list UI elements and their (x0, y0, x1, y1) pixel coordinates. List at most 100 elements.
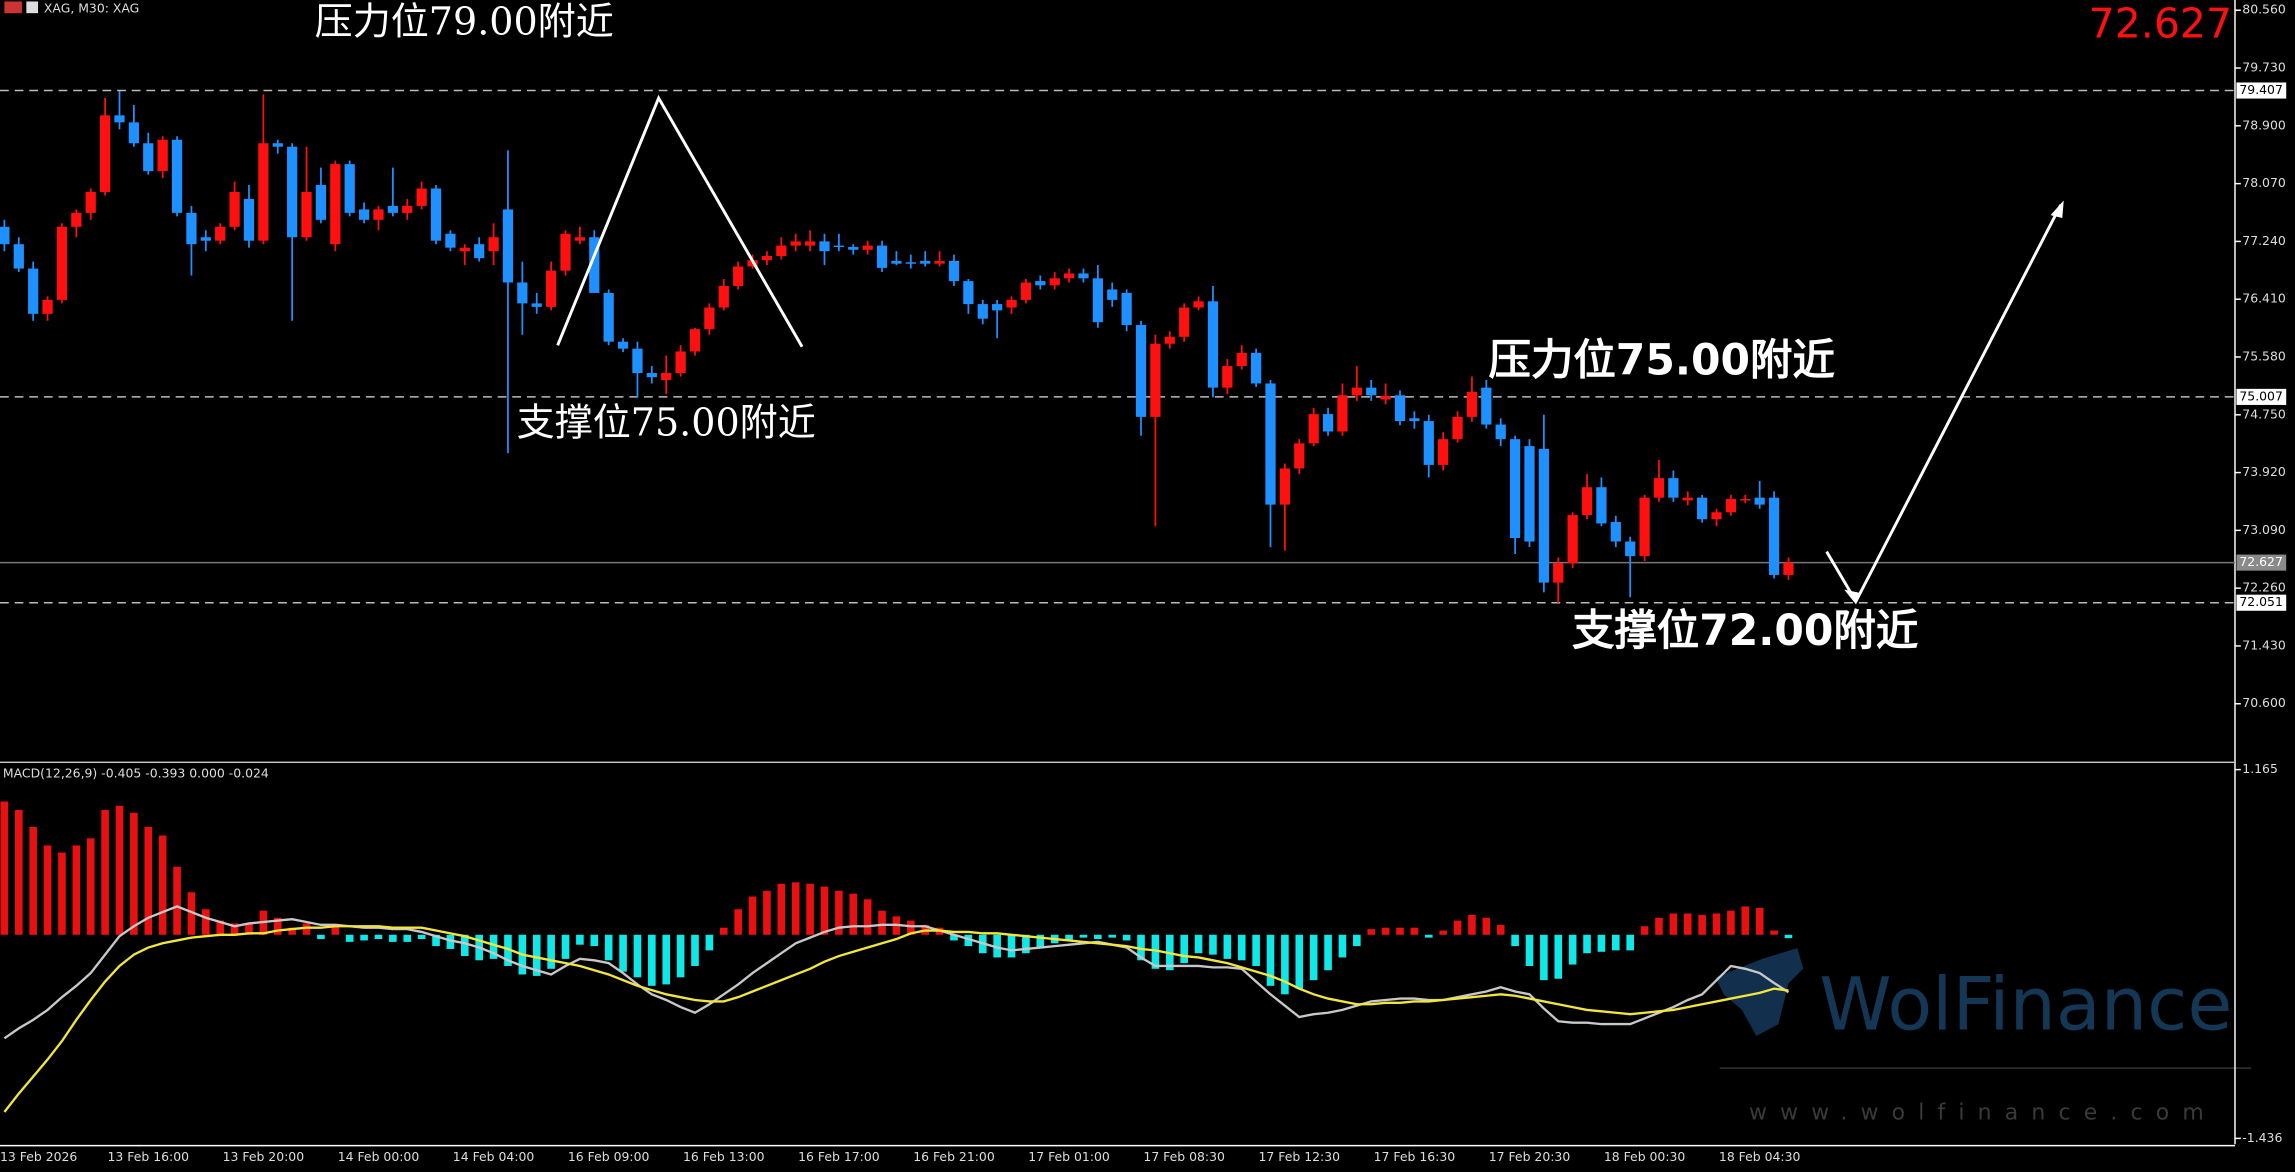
candle-body (1020, 282, 1032, 300)
histogram-bar (1482, 917, 1491, 935)
histogram-bar (144, 827, 153, 935)
histogram-bar (14, 809, 23, 935)
arrow-head (2050, 200, 2064, 219)
x-tick-label: 17 Feb 08:30 (1143, 1149, 1225, 1164)
candle-body (171, 139, 183, 213)
candle-body (1107, 289, 1118, 300)
watermark-brand: WolFinance (1819, 963, 2232, 1048)
candle-body (1711, 512, 1722, 520)
histogram-bar (58, 852, 66, 935)
x-tick-label: 18 Feb 00:30 (1604, 1149, 1686, 1164)
histogram-bar (590, 934, 599, 947)
candle-body (804, 241, 816, 246)
histogram-bar (791, 882, 800, 935)
histogram-bar (1223, 934, 1232, 959)
candle-body (474, 244, 485, 259)
histogram-bar (1353, 934, 1361, 947)
candle-body (1553, 563, 1564, 583)
candle-body (776, 245, 787, 257)
watermark: WolFinance www.wolfinance.com (1715, 948, 2252, 1125)
y-tick-label: 73.920 (2242, 464, 2286, 479)
histogram-bar (202, 909, 210, 935)
histogram-bar (806, 883, 814, 935)
candle-body (1610, 522, 1621, 542)
level-box (2236, 82, 2287, 99)
histogram-bar (288, 927, 296, 935)
candle-body (1682, 497, 1693, 501)
histogram-bar (1094, 934, 1102, 940)
histogram-bar (863, 899, 872, 935)
histogram-bar (1655, 917, 1663, 935)
candle-body (430, 188, 442, 241)
histogram-bar (1770, 930, 1778, 935)
candle-body (862, 245, 873, 250)
histogram-bar (964, 934, 973, 947)
candle-body (1193, 301, 1204, 308)
histogram-bar (1583, 934, 1591, 954)
histogram-bar (1194, 934, 1203, 954)
current-price: 72.627 (2089, 0, 2232, 47)
histogram-bar (0, 801, 9, 935)
candle-body (344, 164, 355, 213)
histogram-bar (1122, 934, 1131, 941)
level-label: 72.051 (2239, 594, 2282, 609)
candle-body (761, 256, 773, 261)
histogram-bar (1209, 934, 1217, 955)
histogram-bar (1424, 934, 1433, 938)
histogram-bar (1626, 934, 1635, 951)
last-price-label: 72.627 (2239, 554, 2282, 569)
symbol-icon (4, 1, 22, 14)
candle-body (1768, 497, 1780, 575)
y-tick-label: 77.240 (2242, 233, 2286, 248)
candle-body (1394, 395, 1406, 422)
x-tick-label: 17 Feb 20:30 (1489, 1149, 1571, 1164)
level-label: 79.407 (2239, 82, 2282, 97)
histogram-bar (158, 835, 167, 935)
histogram-bar (705, 934, 714, 951)
histogram-bar (1151, 934, 1160, 969)
candle-body (1409, 418, 1420, 422)
candle-body (1078, 273, 1089, 279)
candle-body (1495, 424, 1506, 440)
histogram-bar (662, 934, 671, 985)
candle-body (99, 115, 111, 192)
histogram-bar (676, 934, 685, 978)
y-tick-label: 74.750 (2242, 406, 2286, 421)
annotation: 支撑位72.00附近 (1572, 607, 1918, 656)
candle-body (718, 285, 729, 308)
annotation: 压力位79.00附近 (315, 0, 614, 43)
candle-body (689, 329, 701, 352)
histogram-bar (1324, 934, 1332, 971)
candle-body (502, 209, 514, 283)
y-tick-label: 78.070 (2242, 175, 2286, 190)
candle-body (819, 241, 830, 252)
candle-body (733, 266, 744, 286)
y-tick-label: 79.730 (2242, 60, 2286, 75)
candle-body (330, 164, 341, 245)
candle-body (85, 191, 96, 213)
candle-body (488, 237, 499, 252)
candle-body (402, 205, 413, 213)
x-tick-label: 13 Feb 16:00 (108, 1149, 190, 1164)
histogram-bar (1698, 914, 1706, 935)
candle-body (1222, 366, 1233, 388)
annotation: 支撑位75.00附近 (517, 400, 816, 444)
y-tick-label: 73.090 (2242, 522, 2286, 537)
watermark-url: www.wolfinance.com (1749, 1100, 2217, 1125)
level-box (2236, 388, 2287, 405)
annotation: 压力位75.00附近 (1489, 336, 1835, 385)
candle-body (1668, 478, 1679, 498)
histogram-bar (43, 845, 52, 935)
histogram-bar (1180, 934, 1188, 964)
candle-body (1438, 439, 1449, 465)
histogram-bar (331, 926, 340, 935)
histogram-bar (374, 934, 383, 940)
histogram-bar (1022, 934, 1030, 954)
candle-body (1697, 497, 1708, 520)
histogram-bar (1741, 906, 1750, 935)
candle-body (1740, 499, 1751, 501)
candle-body (28, 268, 39, 314)
x-tick-label: 16 Feb 17:00 (798, 1149, 880, 1164)
candle-body (574, 237, 586, 241)
